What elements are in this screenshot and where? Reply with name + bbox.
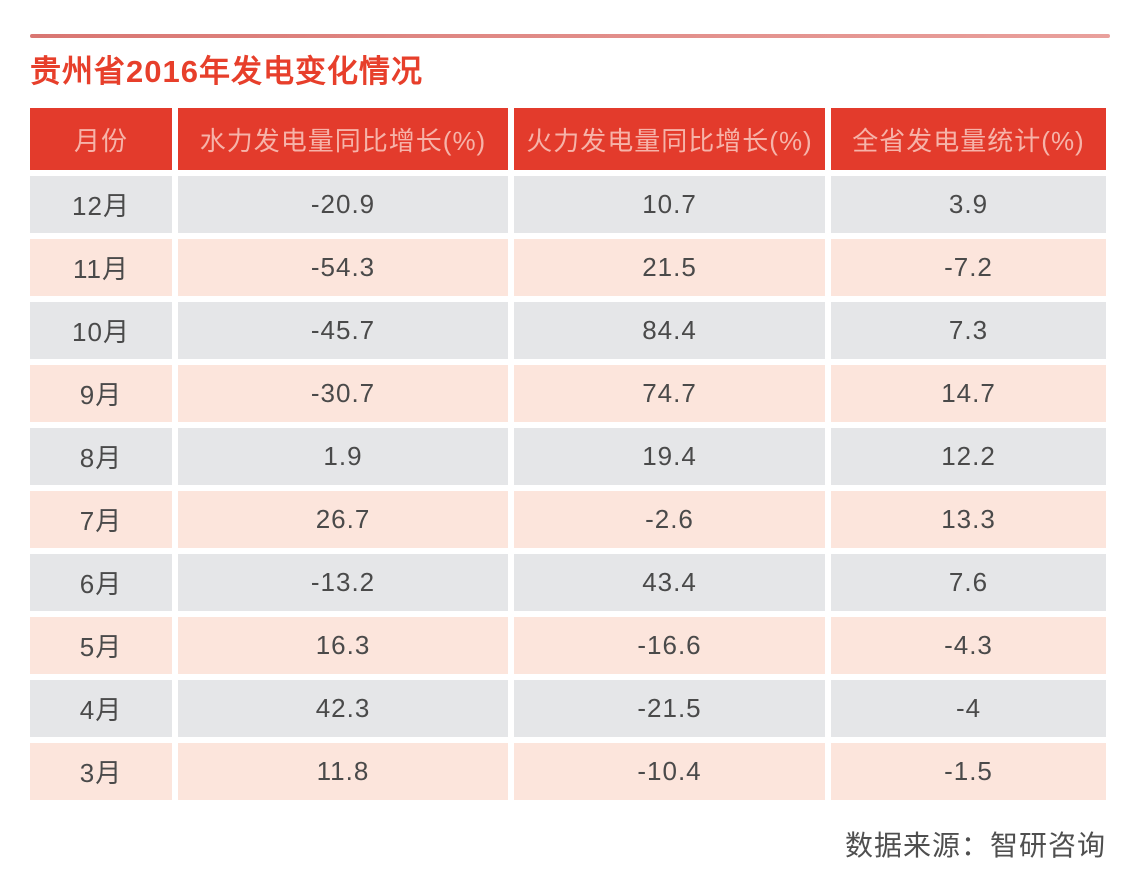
- hydro-value-cell: 42.3: [178, 680, 508, 737]
- month-cell: 4月: [30, 680, 172, 737]
- thermal-value-cell: 43.4: [514, 554, 825, 611]
- thermal-value-cell: -2.6: [514, 491, 825, 548]
- column-header-thermal: 火力发电量同比增长(%): [514, 108, 825, 170]
- total-value-cell: 12.2: [831, 428, 1106, 485]
- month-cell: 6月: [30, 554, 172, 611]
- thermal-value-cell: 84.4: [514, 302, 825, 359]
- hydro-value-cell: -20.9: [178, 176, 508, 233]
- total-value-cell: -4: [831, 680, 1106, 737]
- thermal-value-cell: 74.7: [514, 365, 825, 422]
- month-cell: 9月: [30, 365, 172, 422]
- thermal-value-cell: 10.7: [514, 176, 825, 233]
- total-value-cell: 7.3: [831, 302, 1106, 359]
- hydro-value-cell: -30.7: [178, 365, 508, 422]
- column-header-month: 月份: [30, 108, 172, 170]
- total-value-cell: -7.2: [831, 239, 1106, 296]
- thermal-value-cell: 19.4: [514, 428, 825, 485]
- thermal-value-cell: -21.5: [514, 680, 825, 737]
- thermal-value-cell: -16.6: [514, 617, 825, 674]
- total-value-cell: 13.3: [831, 491, 1106, 548]
- month-cell: 10月: [30, 302, 172, 359]
- month-cell: 12月: [30, 176, 172, 233]
- month-cell: 11月: [30, 239, 172, 296]
- total-value-cell: 14.7: [831, 365, 1106, 422]
- hydro-value-cell: -13.2: [178, 554, 508, 611]
- month-cell: 8月: [30, 428, 172, 485]
- month-cell: 5月: [30, 617, 172, 674]
- hydro-value-cell: 26.7: [178, 491, 508, 548]
- thermal-value-cell: -10.4: [514, 743, 825, 800]
- total-value-cell: -1.5: [831, 743, 1106, 800]
- column-header-province-total: 全省发电量统计(%): [831, 108, 1106, 170]
- hydro-value-cell: 11.8: [178, 743, 508, 800]
- total-value-cell: -4.3: [831, 617, 1106, 674]
- thermal-value-cell: 21.5: [514, 239, 825, 296]
- page-title: 贵州省2016年发电变化情况: [30, 54, 423, 89]
- hydro-value-cell: -45.7: [178, 302, 508, 359]
- total-value-cell: 7.6: [831, 554, 1106, 611]
- power-generation-table: 月份 水力发电量同比增长(%) 火力发电量同比增长(%) 全省发电量统计(%) …: [30, 108, 1106, 800]
- top-divider-line: [30, 34, 1110, 38]
- column-header-hydro: 水力发电量同比增长(%): [178, 108, 508, 170]
- month-cell: 7月: [30, 491, 172, 548]
- data-source-credit: 数据来源：智研咨询: [844, 830, 1106, 861]
- hydro-value-cell: 16.3: [178, 617, 508, 674]
- hydro-value-cell: 1.9: [178, 428, 508, 485]
- total-value-cell: 3.9: [831, 176, 1106, 233]
- month-cell: 3月: [30, 743, 172, 800]
- hydro-value-cell: -54.3: [178, 239, 508, 296]
